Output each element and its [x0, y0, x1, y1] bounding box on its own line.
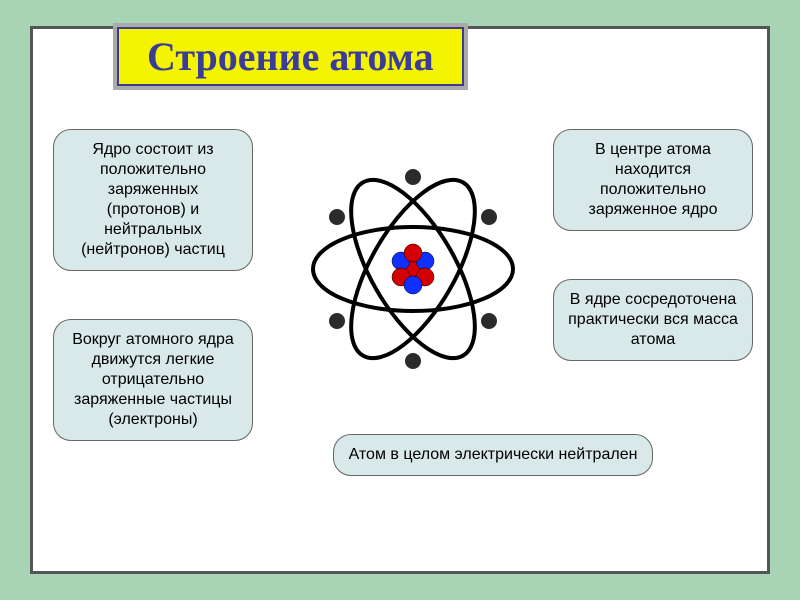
title-tab: Строение атома — [113, 23, 468, 90]
callout-text: В центре атома находится положительно за… — [589, 141, 718, 218]
callout-neutral: Атом в целом электрически нейтрален — [333, 434, 653, 476]
slide-title: Строение атома — [117, 27, 464, 86]
callout-mass: В ядре сосредоточена практически вся мас… — [553, 279, 753, 361]
callout-center-nucleus: В центре атома находится положительно за… — [553, 129, 753, 231]
callout-text: Ядро состоит из положительно заряженных … — [81, 141, 225, 258]
callout-electrons: Вокруг атомного ядра движутся легкие отр… — [53, 319, 253, 441]
callout-text: Атом в целом электрически нейтрален — [349, 446, 638, 463]
atom-diagram — [303, 159, 523, 379]
atom-svg — [303, 159, 523, 379]
callout-text: Вокруг атомного ядра движутся легкие отр… — [72, 331, 234, 428]
callout-nucleus-composition: Ядро состоит из положительно заряженных … — [53, 129, 253, 271]
slide-frame: Строение атома Ядро состоит из положител… — [30, 26, 770, 574]
callout-text: В ядре сосредоточена практически вся мас… — [568, 291, 738, 348]
